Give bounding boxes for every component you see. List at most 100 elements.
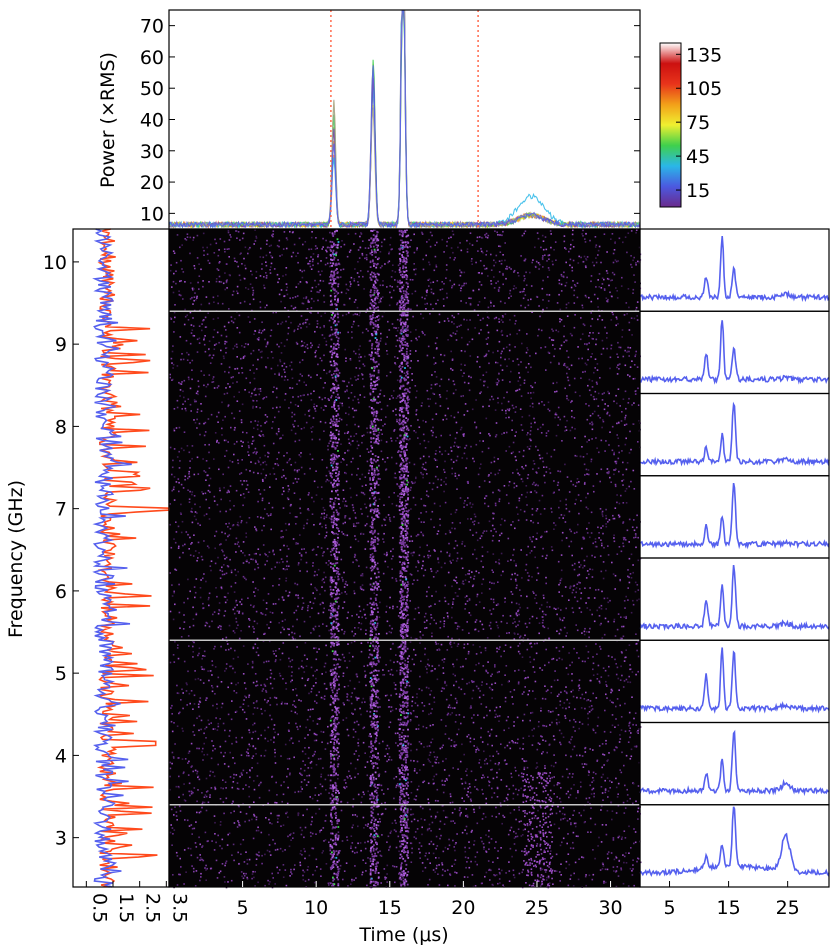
heatmap-pixel — [465, 595, 468, 597]
heatmap-pixel — [427, 398, 429, 400]
heatmap-pixel — [300, 399, 303, 402]
heatmap-pixel — [305, 726, 307, 729]
heatmap-pixel — [612, 514, 614, 517]
heatmap-pixel — [194, 678, 197, 681]
heatmap-pixel — [387, 514, 390, 516]
heatmap-pixel — [480, 247, 482, 250]
heatmap-pixel — [307, 866, 309, 868]
heatmap-pixel — [416, 716, 418, 718]
heatmap-pixel — [350, 392, 353, 394]
heatmap-pixel — [243, 257, 245, 260]
heatmap-pixel — [571, 748, 574, 751]
heatmap-pixel — [508, 484, 510, 487]
heatmap-pixel — [512, 703, 514, 705]
heatmap-pixel — [255, 235, 257, 238]
heatmap-pixel — [587, 492, 589, 495]
heatmap-pixel — [621, 674, 623, 677]
heatmap-pixel — [268, 502, 270, 504]
heatmap-pixel — [214, 432, 217, 434]
heatmap-pixel — [320, 875, 322, 877]
heatmap-pixel — [324, 404, 326, 407]
heatmap-pixel — [203, 374, 205, 376]
heatmap-pixel — [487, 475, 490, 477]
heatmap-pixel — [509, 615, 512, 617]
heatmap-pixel — [492, 553, 495, 555]
heatmap-pixel — [234, 711, 237, 713]
heatmap-pixel — [493, 460, 496, 463]
heatmap-pixel — [326, 654, 328, 657]
heatmap-pixel — [399, 239, 402, 242]
heatmap-pixel — [202, 285, 204, 288]
heatmap-pixel — [255, 685, 257, 687]
heatmap-pixel — [320, 407, 323, 409]
heatmap-pixel — [211, 740, 213, 742]
heatmap-pixel — [571, 564, 574, 567]
heatmap-pixel — [357, 522, 360, 524]
heatmap-pixel — [435, 758, 438, 761]
heatmap-pixel — [330, 717, 332, 719]
heatmap-pixel — [327, 774, 330, 777]
heatmap-pixel — [426, 590, 428, 593]
heatmap-pixel — [238, 545, 240, 548]
heatmap-pixel — [216, 877, 219, 879]
heatmap-pixel — [204, 471, 207, 473]
heatmap-pixel — [505, 719, 508, 722]
heatmap-pixel — [258, 461, 260, 463]
heatmap-pixel — [524, 277, 526, 280]
heatmap-pixel — [254, 526, 256, 528]
heatmap-pixel — [338, 372, 341, 374]
heatmap-pixel — [217, 556, 219, 559]
heatmap-pixel — [189, 590, 191, 593]
heatmap-pixel — [460, 350, 463, 352]
heatmap-pixel — [272, 467, 275, 470]
heatmap-pixel — [498, 372, 500, 375]
heatmap-pixel — [451, 865, 453, 867]
heatmap-pixel — [298, 454, 301, 456]
heatmap-pixel — [425, 494, 428, 496]
heatmap-pixel — [171, 762, 173, 765]
heatmap-pixel — [182, 390, 184, 393]
heatmap-pixel — [613, 749, 616, 752]
heatmap-pixel — [601, 277, 604, 279]
heatmap-pixel — [486, 714, 488, 717]
heatmap-pixel — [415, 409, 418, 411]
heatmap-pixel — [609, 780, 611, 782]
heatmap-pixel — [265, 691, 268, 693]
heatmap-pixel — [589, 414, 592, 417]
heatmap-pixel — [518, 613, 520, 616]
heatmap-pixel — [442, 298, 445, 300]
heatmap-pixel — [353, 635, 355, 637]
heatmap-pixel — [465, 825, 468, 828]
colorbar-tick-label: 75 — [686, 112, 710, 134]
heatmap-pixel — [189, 252, 191, 255]
heatmap-pixel — [328, 517, 331, 519]
heatmap-pixel — [542, 423, 544, 426]
heatmap-pixel — [284, 869, 287, 871]
heatmap-pixel — [178, 450, 180, 453]
heatmap-pixel — [560, 874, 562, 876]
heatmap-pixel — [200, 719, 203, 722]
heatmap-pixel — [246, 560, 248, 563]
heatmap-pixel — [194, 550, 197, 552]
heatmap-pixel — [497, 489, 500, 491]
heatmap-pixel — [446, 551, 448, 554]
heatmap-pixel — [335, 454, 337, 457]
heatmap-pixel — [632, 571, 634, 574]
heatmap-pixel — [355, 522, 358, 524]
heatmap-pixel — [561, 658, 563, 661]
heatmap-pixel — [190, 324, 193, 326]
heatmap-pixel — [175, 521, 177, 523]
heatmap-pixel — [381, 315, 384, 318]
heatmap-pixel — [225, 351, 227, 354]
heatmap-pixel — [434, 475, 437, 478]
heatmap-pixel — [204, 867, 206, 869]
heatmap-pixel — [294, 432, 297, 435]
heatmap-pixel — [421, 466, 424, 469]
heatmap-pixel — [634, 355, 636, 358]
heatmap-pixel — [621, 836, 623, 839]
heatmap-pixel — [232, 630, 235, 632]
heatmap-pixel — [385, 516, 387, 519]
heatmap-pixel — [485, 871, 488, 874]
heatmap-pixel — [363, 396, 366, 398]
heatmap-pixel — [596, 383, 598, 385]
